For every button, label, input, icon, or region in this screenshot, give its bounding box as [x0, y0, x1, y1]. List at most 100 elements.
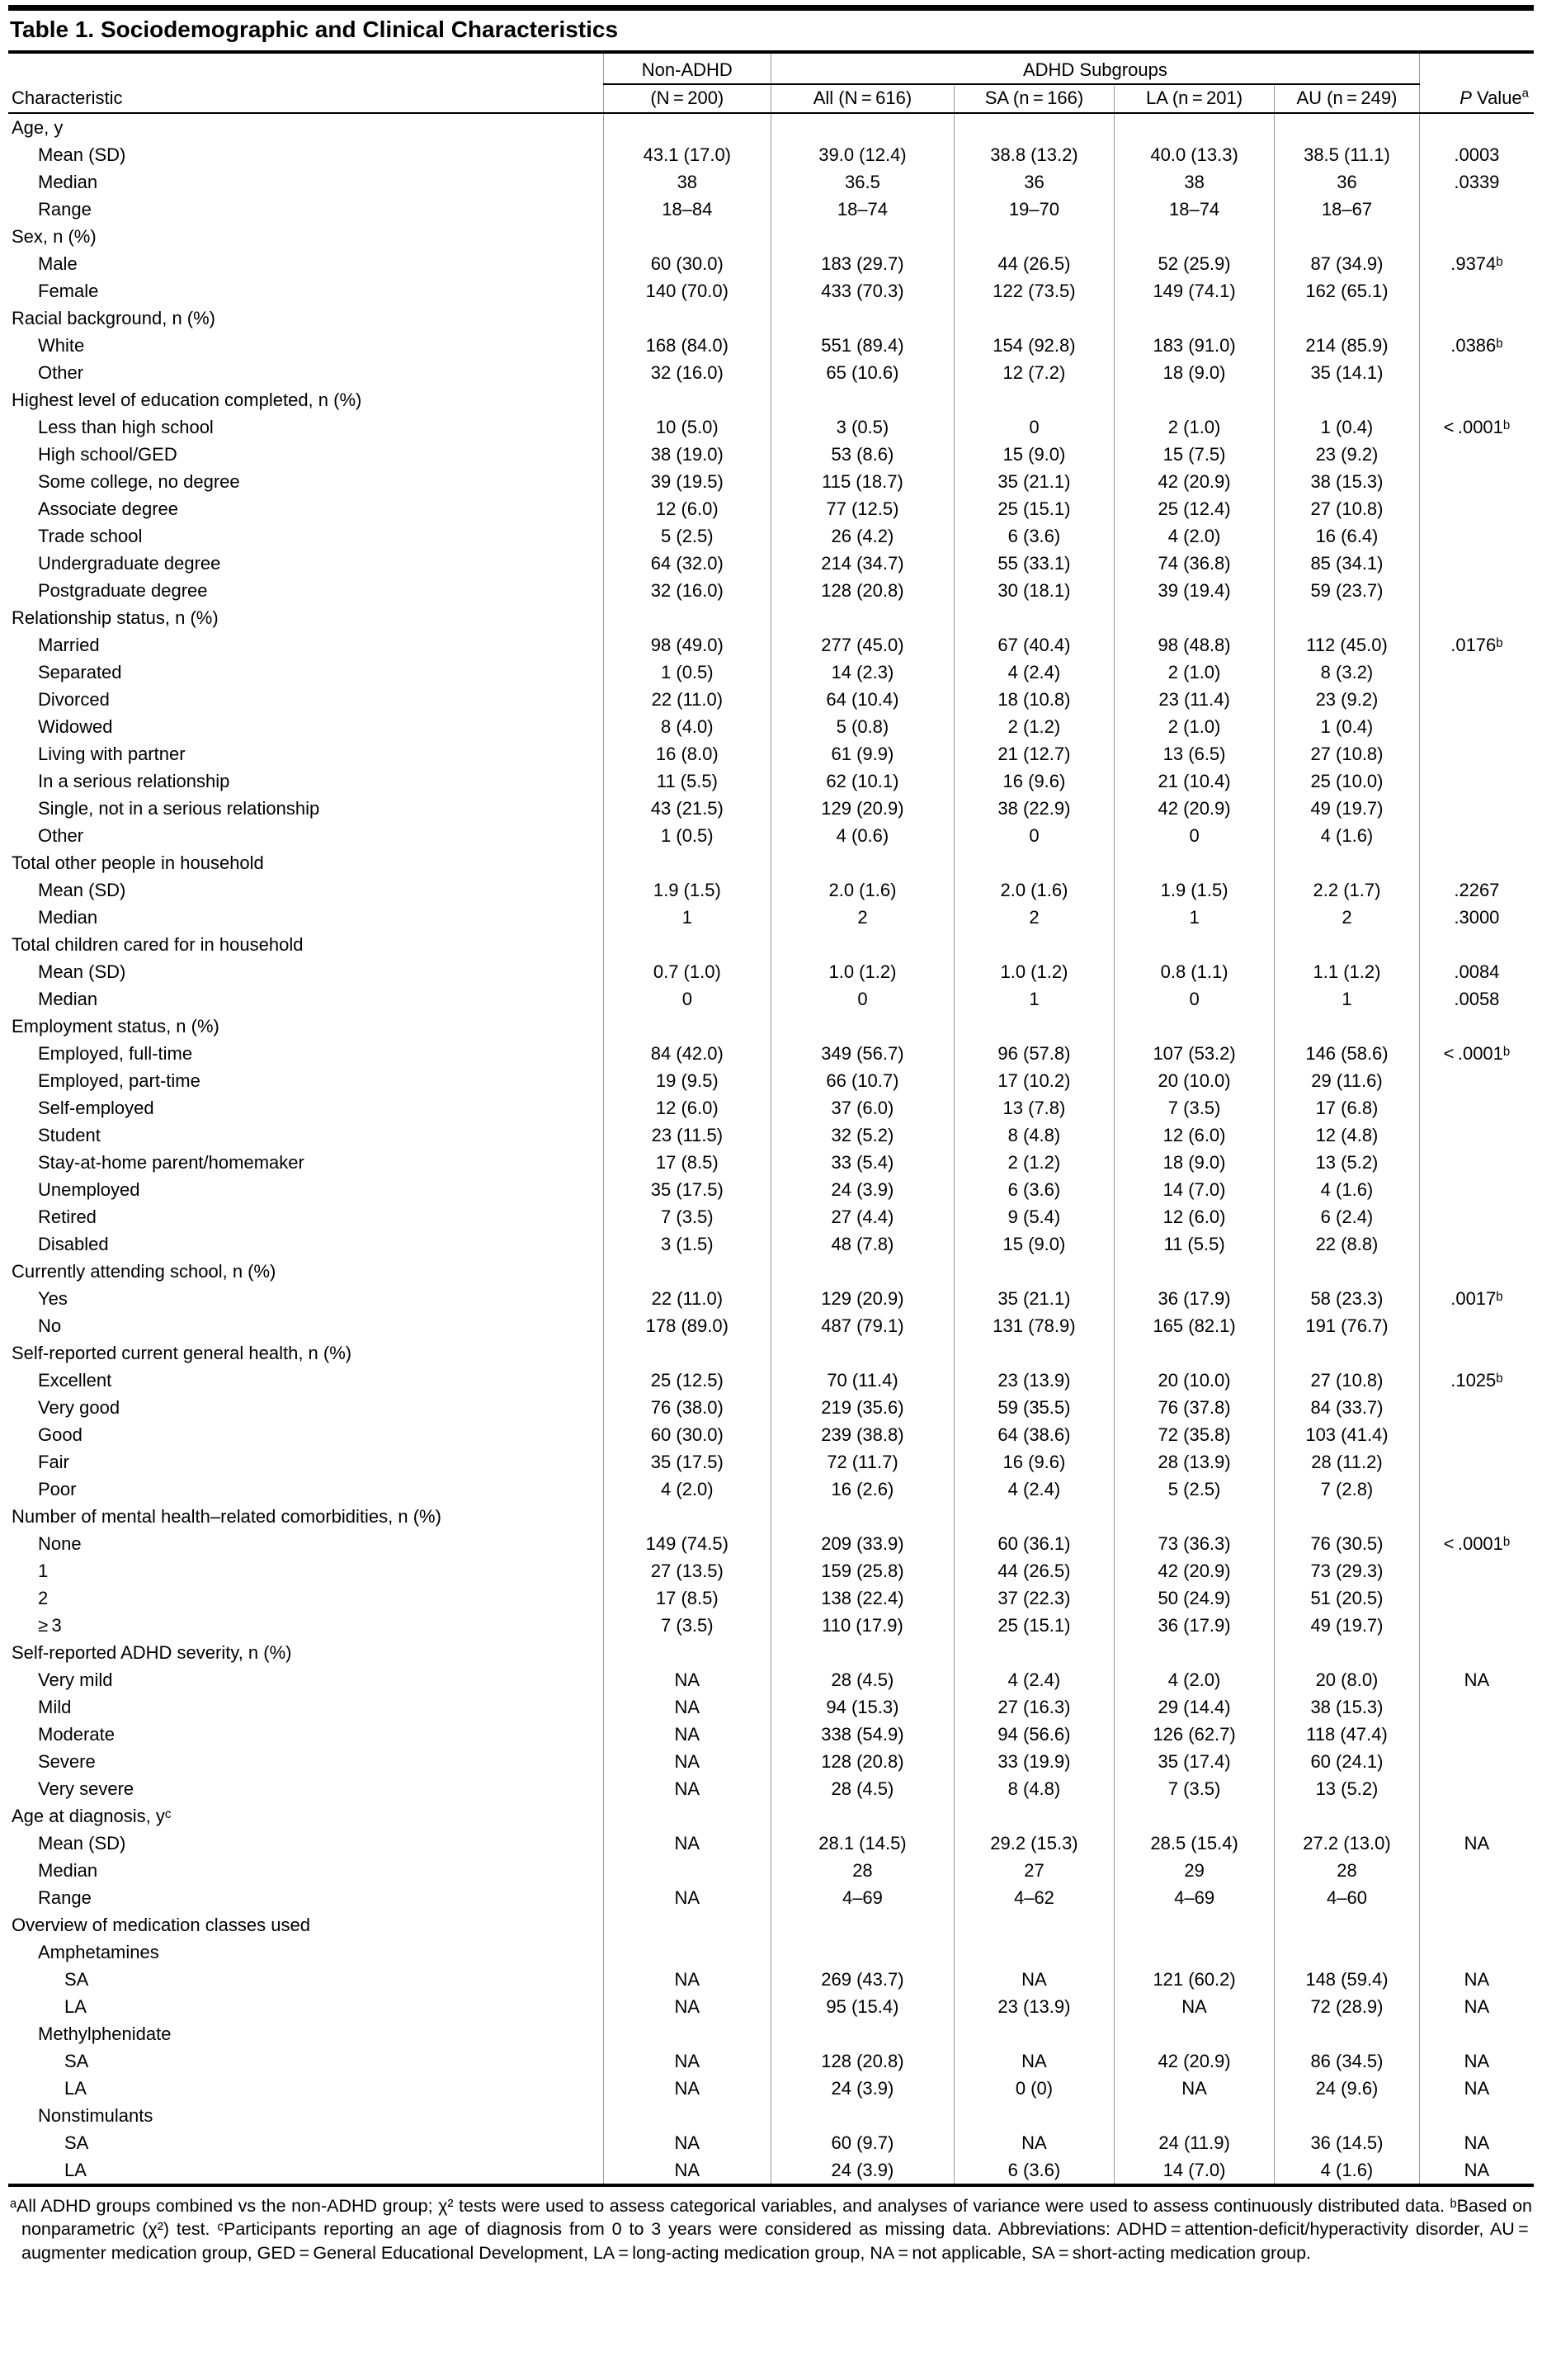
value-cell: 12 (4.8)	[1274, 1122, 1420, 1149]
value-cell	[1418, 1911, 1534, 1938]
data-row: Other 32 (16.0) 65 (10.6) 12 (7.2) 18 (9.0) 3…	[8, 359, 1534, 386]
value-cell: 76 (37.8)	[1114, 1394, 1275, 1421]
value-cell	[771, 1639, 955, 1666]
value-cell	[1418, 713, 1534, 740]
p-value-rest: Value	[1471, 87, 1522, 108]
value-cell	[771, 1503, 955, 1530]
value-cell: 84 (42.0)	[602, 1040, 771, 1067]
au-column-header: AU (n = 249)	[1274, 83, 1420, 114]
value-cell: 118 (47.4)	[1274, 1721, 1420, 1748]
value-cell: 13 (5.2)	[1274, 1775, 1420, 1802]
value-cell: 60 (30.0)	[602, 1421, 771, 1448]
value-cell: 277 (45.0)	[771, 631, 955, 659]
row-label: 1	[38, 1561, 49, 1581]
value-cell: 37 (22.3)	[953, 1584, 1115, 1612]
value-cell	[1418, 1421, 1534, 1448]
value-cell: 8 (4.0)	[602, 713, 771, 740]
value-cell: 2 (1.0)	[1114, 413, 1275, 441]
characteristics-table: Non-ADHD ADHD Subgroups Characteristic (…	[8, 54, 1534, 2187]
row-label: Very mild	[38, 1669, 113, 1690]
data-row: Mean (SD) NA 28.1 (14.5) 29.2 (15.3) 28.5 (1…	[8, 1830, 1534, 1857]
spanner-row: Non-ADHD ADHD Subgroups	[8, 54, 1534, 85]
value-cell	[1114, 849, 1275, 876]
value-cell	[1274, 386, 1420, 413]
value-cell: 38 (15.3)	[1274, 1693, 1420, 1721]
column-header-row: Characteristic (N = 200) All (N = 616) S…	[8, 83, 1534, 114]
row-label: Single, not in a serious relationship	[38, 798, 320, 819]
value-cell: 53 (8.6)	[771, 441, 955, 468]
data-row: SA NA 128 (20.8) NA 42 (20.9) 86 (34.5) NA	[8, 2047, 1534, 2075]
value-cell: 0.7 (1.0)	[602, 958, 771, 985]
row-label: Mean (SD)	[38, 144, 126, 165]
row-label: Retired	[38, 1207, 97, 1227]
value-cell: 39 (19.5)	[602, 468, 771, 495]
row-label: Severe	[38, 1751, 96, 1772]
value-cell: 2 (1.2)	[953, 1149, 1115, 1176]
value-cell: 159 (25.8)	[771, 1557, 955, 1584]
data-row: Employed, part-time 19 (9.5) 66 (10.7) 17 (…	[8, 1067, 1534, 1094]
row-label: ≥ 3	[38, 1615, 62, 1636]
value-cell: 19 (9.5)	[602, 1067, 771, 1094]
value-cell	[953, 1911, 1115, 1938]
value-cell: NA	[602, 2047, 771, 2075]
row-label: Mean (SD)	[38, 1833, 126, 1853]
value-cell	[1274, 931, 1420, 958]
value-cell: 17 (8.5)	[602, 1584, 771, 1612]
value-cell	[1274, 1802, 1420, 1830]
value-cell: 2	[1274, 904, 1420, 931]
row-label: Moderate	[38, 1724, 115, 1745]
value-cell: 5 (0.8)	[771, 713, 955, 740]
value-cell: 16 (8.0)	[602, 740, 771, 767]
value-cell: 33 (19.9)	[953, 1748, 1115, 1775]
data-row: Postgraduate degree 32 (16.0) 128 (20.8) 30…	[8, 577, 1534, 604]
row-label: Living with partner	[38, 744, 186, 764]
value-cell	[1418, 1775, 1534, 1802]
value-cell	[1418, 1639, 1534, 1666]
data-row: Severe NA 128 (20.8) 33 (19.9) 35 (17.4) 60 (…	[8, 1748, 1534, 1775]
value-cell: 20 (8.0)	[1274, 1666, 1420, 1693]
value-cell: NA	[602, 1693, 771, 1721]
value-cell: 64 (32.0)	[602, 550, 771, 577]
value-cell	[771, 1258, 955, 1285]
value-cell: 18 (9.0)	[1114, 1149, 1275, 1176]
value-cell	[1418, 1176, 1534, 1203]
value-cell: 43 (21.5)	[602, 795, 771, 822]
value-cell: 12 (7.2)	[953, 359, 1115, 386]
value-cell: 32 (16.0)	[602, 577, 771, 604]
value-cell: 128 (20.8)	[771, 1748, 955, 1775]
data-row: Employed, full-time 84 (42.0) 349 (56.7) 96…	[8, 1040, 1534, 1067]
value-cell: 12 (6.0)	[1114, 1203, 1275, 1230]
value-cell: 33 (5.4)	[771, 1149, 955, 1176]
value-cell: NA	[953, 1966, 1115, 1993]
value-cell: 67 (40.4)	[953, 631, 1115, 659]
value-cell: 25 (15.1)	[953, 1612, 1115, 1639]
value-cell	[771, 2102, 955, 2129]
section-row: Relationship status, n (%)	[8, 604, 1534, 631]
value-cell	[771, 1339, 955, 1367]
value-cell	[771, 849, 955, 876]
value-cell	[1418, 1802, 1534, 1830]
section-row: Amphetamines	[8, 1938, 1534, 1966]
value-cell: 7 (3.5)	[602, 1203, 771, 1230]
value-cell: 35 (21.1)	[953, 468, 1115, 495]
value-cell: 42 (20.9)	[1114, 1557, 1275, 1584]
section-row: Age at diagnosis, yᶜ	[8, 1802, 1534, 1830]
value-cell: NA	[602, 1748, 771, 1775]
value-cell: < .0001ᵇ	[1418, 1530, 1534, 1557]
value-cell: 65 (10.6)	[771, 359, 955, 386]
value-cell: 23 (11.5)	[602, 1122, 771, 1149]
data-row: White 168 (84.0) 551 (89.4) 154 (92.8) 183 (…	[8, 332, 1534, 359]
value-cell: 37 (6.0)	[771, 1094, 955, 1122]
value-cell: 95 (15.4)	[771, 1993, 955, 2020]
value-cell	[1418, 2020, 1534, 2047]
value-cell	[1274, 1639, 1420, 1666]
paper-table-page: Table 1. Sociodemographic and Clinical C…	[8, 5, 1534, 2263]
row-label: Methylphenidate	[38, 2023, 172, 2044]
row-label: Some college, no degree	[38, 471, 240, 492]
value-cell: 60 (9.7)	[771, 2129, 955, 2156]
value-cell: 14 (7.0)	[1114, 1176, 1275, 1203]
value-cell: 25 (15.1)	[953, 495, 1115, 522]
value-cell	[602, 305, 771, 332]
value-cell: 29 (14.4)	[1114, 1693, 1275, 1721]
data-row: Divorced 22 (11.0) 64 (10.4) 18 (10.8) 23 (1…	[8, 686, 1534, 713]
